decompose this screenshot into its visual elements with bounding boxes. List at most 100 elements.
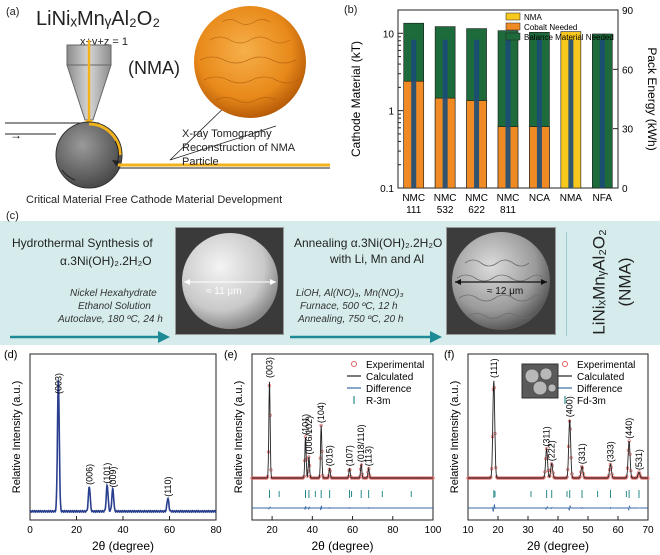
product-abbrev: (NMA) xyxy=(615,257,635,307)
chart-b-y2label: Pack Energy (kWh) xyxy=(645,47,659,150)
sem-inset-particle xyxy=(524,368,540,384)
chart-b-category-label: 622 xyxy=(468,205,485,216)
chart-d-xlabel: 2θ (degree) xyxy=(92,539,154,553)
chart-b-ytick-label: 10 xyxy=(383,29,395,40)
chart-b-category-label: NMA xyxy=(560,193,583,204)
chart-f-xtick-label: 70 xyxy=(642,525,654,536)
chart-d-xtick-label: 60 xyxy=(164,525,176,536)
chart-b-legend-swatch xyxy=(505,22,521,31)
sem-inset-particle xyxy=(532,380,548,396)
chart-f-legend-label: Fd-3m xyxy=(577,396,606,407)
chart-b-y2tick-label: 30 xyxy=(622,125,634,136)
chart-f-xtick-label: 10 xyxy=(462,525,474,536)
chart-e-diff xyxy=(252,505,433,511)
step2-detail-1: LiOH, Al(NO)₃, Mn(NO)₃ xyxy=(296,288,404,299)
chart-d: (d) 0 20 40 60 80 2θ (degree) Relative Intensit… xyxy=(4,349,222,553)
panel-b: (b) 0.1 1 10 0 30 60 90 Cathode Material (kT) Pa… xyxy=(340,0,660,218)
chart-f-peak-label: (222) xyxy=(547,440,557,461)
chart-f-xtick-label: 50 xyxy=(582,525,594,536)
chart-f-peak-label: (333) xyxy=(606,441,616,462)
chart-b-category-label: NMC xyxy=(465,193,488,204)
chart-e-legend-label: R-3m xyxy=(366,396,390,407)
chart-d-peak-label: (003) xyxy=(53,373,63,394)
chart-f-peak-label: (531) xyxy=(634,449,644,470)
panel-a: (a) LiNiₓMnᵧAl₂O₂ x+y+z = 1 (NMA) → xyxy=(0,0,340,215)
chart-b-pack-energy-bar xyxy=(505,39,511,188)
chart-e-ylabel: Relative Intensity (a.u.) xyxy=(233,381,245,494)
chart-e-peak-label: (003) xyxy=(264,357,274,378)
chart-e-peak-label: (006/102) xyxy=(304,416,314,455)
chart-f: (f) 10 20 30 40 50 60 70 2θ (degree) Relative Int… xyxy=(444,349,654,553)
step1-detail-3: Autoclave, 180 ºC, 24 h xyxy=(58,314,163,325)
chart-e-xtick-label: 100 xyxy=(425,525,442,536)
chart-b-y2tick-label: 90 xyxy=(622,6,634,17)
chart-b-category-label: NMC xyxy=(434,193,457,204)
chart-f-peak-label: (440) xyxy=(624,418,634,439)
chart-f-sem-inset xyxy=(521,363,559,399)
chart-e-peak-label: (101) xyxy=(300,414,310,435)
chart-f-xtick-label: 40 xyxy=(552,525,564,536)
chart-e-calc xyxy=(252,381,433,479)
chart-e-peak-label: (107) xyxy=(345,445,355,466)
arrow-1-icon xyxy=(158,331,170,343)
synthesis-arrows xyxy=(10,331,442,343)
tomo-line2: Reconstruction of NMA xyxy=(182,142,296,154)
chart-e-xtick-label: 60 xyxy=(347,525,359,536)
chart-f-diff xyxy=(468,504,648,512)
tomo-line1: X-ray Tomography xyxy=(182,128,272,140)
chart-b-legend-label: Cobalt Needed xyxy=(524,23,577,32)
chart-b-y2tick-label: 0 xyxy=(622,184,628,195)
chart-e-legend-label: Difference xyxy=(366,384,412,395)
sem-inset-particle xyxy=(539,367,553,381)
chart-d-label: (d) xyxy=(4,349,17,361)
step1-title-1: Hydrothermal Synthesis of xyxy=(12,236,153,250)
chart-f-legend-exp-marker xyxy=(562,361,568,367)
chart-d-xtick-label: 0 xyxy=(27,525,33,536)
chart-b-y2tick-label: 60 xyxy=(622,65,634,76)
chart-b-ylabel: Cathode Material (kT) xyxy=(349,41,363,157)
sem2-scale: ≈ 12 μm xyxy=(487,286,524,297)
chart-b-legend-swatch xyxy=(505,12,521,21)
sem-image-nma: ≈ 12 μm xyxy=(446,227,556,335)
sem-image-precursor: ≈ 11 μm xyxy=(175,227,284,335)
chart-f-peak-label: (311) xyxy=(542,426,552,446)
chart-f-exp-point xyxy=(637,470,641,474)
chart-e-frame xyxy=(251,353,434,521)
chart-d-xtick-label: 40 xyxy=(117,525,129,536)
chart-d-peak-label: (110) xyxy=(163,476,173,496)
arrow-2-icon xyxy=(430,331,442,343)
chart-b-pack-energy-bar xyxy=(568,39,574,188)
panel-a-label: (a) xyxy=(6,6,20,18)
nma-particle-3d xyxy=(194,6,306,118)
step1-detail-2: Ethanol Solution xyxy=(78,301,151,312)
chart-b-category-label: NCA xyxy=(529,193,550,204)
chart-b: 0.1 1 10 0 30 60 90 Cathode Material (kT) Pack E… xyxy=(349,6,659,216)
chart-e-xtick-label: 40 xyxy=(307,525,319,536)
chart-f-label: (f) xyxy=(444,349,454,361)
tomo-line3: Particle xyxy=(182,156,219,168)
chart-e: (e) 20 40 60 80 100 2θ (degree) Relative Intens… xyxy=(224,349,442,553)
chart-b-category-label: NMC xyxy=(497,193,520,204)
roller-icon xyxy=(55,121,123,189)
chart-b-ytick-label: 0.1 xyxy=(380,184,394,195)
chart-b-pack-energy-bar xyxy=(442,39,448,188)
chart-f-peak-label: (400) xyxy=(565,396,575,417)
chart-f-peak-label: (111) xyxy=(489,358,499,378)
chart-e-xtick-label: 80 xyxy=(387,525,399,536)
chart-f-legend-label: Experimental xyxy=(577,360,635,371)
chart-f-xlabel: 2θ (degree) xyxy=(527,539,589,553)
chart-d-peak-label: (006) xyxy=(84,464,94,485)
panel-a-caption: Critical Material Free Cathode Material … xyxy=(26,194,283,206)
step1-title-2: α.3Ni(OH)₂.2H₂O xyxy=(60,254,152,268)
chart-e-peak-label: (104) xyxy=(316,402,326,423)
sem-precursor-svg xyxy=(182,233,278,329)
step2-detail-3: Annealing, 750 ºC, 20 h xyxy=(298,314,404,325)
chart-f-legend-label: Calculated xyxy=(577,372,624,383)
chart-b-category-label: NMC xyxy=(402,193,425,204)
step1-detail-1: Nickel Hexahydrate xyxy=(70,288,157,299)
chart-e-legend-exp-marker xyxy=(351,361,357,367)
chart-f-legend-label: Difference xyxy=(577,384,623,395)
chart-f-xtick-label: 30 xyxy=(522,525,534,536)
nma-abbrev: (NMA) xyxy=(128,58,180,78)
chart-f-xtick-label: 60 xyxy=(612,525,624,536)
